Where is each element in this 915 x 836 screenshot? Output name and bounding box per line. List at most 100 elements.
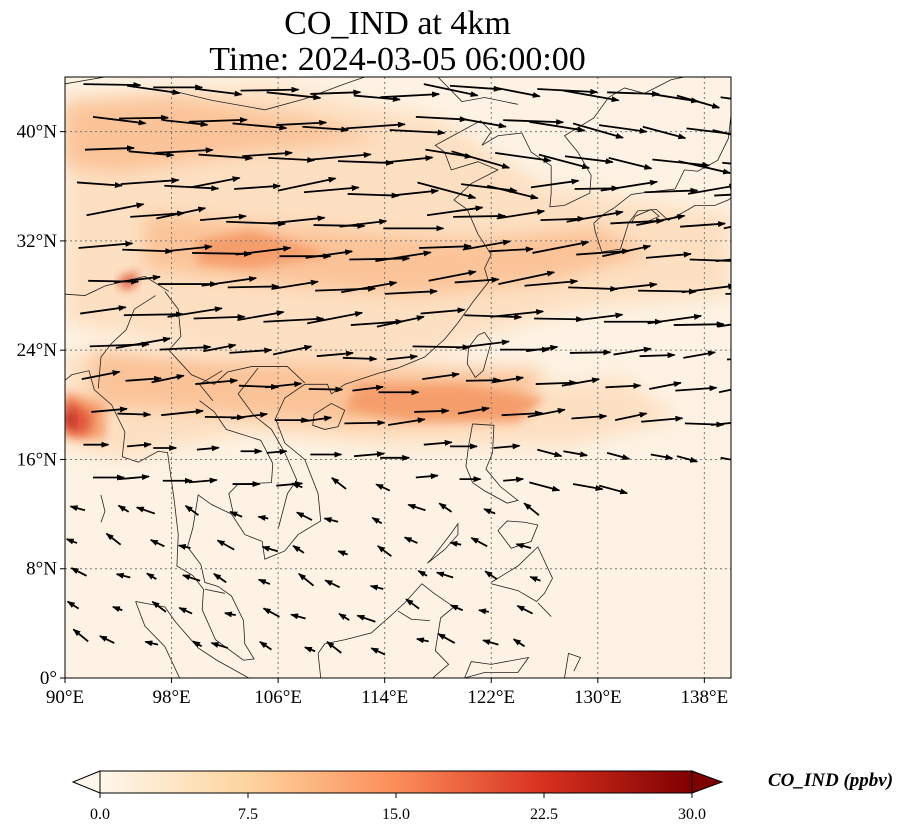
wind-arrow xyxy=(417,570,428,577)
wind-arrow xyxy=(300,415,333,423)
coastline-15 xyxy=(100,494,106,523)
wind-arrow xyxy=(126,441,152,448)
colorbar-tick-label: 0.0 xyxy=(90,806,110,823)
wind-arrow xyxy=(305,249,354,259)
map-frame xyxy=(64,76,732,679)
wind-arrow xyxy=(568,285,619,292)
wind-arrow xyxy=(501,410,544,417)
wind-arrow xyxy=(227,283,280,290)
wind-arrow xyxy=(375,483,391,492)
coastline-5 xyxy=(491,546,553,603)
wind-arrow xyxy=(178,607,193,615)
colorbar-label: CO_IND (ppbv) xyxy=(768,770,894,791)
wind-arrow xyxy=(540,215,586,222)
wind-arrow xyxy=(687,183,731,195)
wind-arrow xyxy=(415,637,429,644)
wind-arrow xyxy=(423,439,453,446)
wind-arrow xyxy=(417,181,477,200)
wind-arrow xyxy=(683,350,717,359)
wind-arrow xyxy=(342,355,378,362)
wind-arrow xyxy=(723,225,731,230)
wind-arrow xyxy=(607,90,661,97)
wind-arrow xyxy=(188,477,218,484)
wind-arrow xyxy=(483,508,496,515)
wind-arrow xyxy=(503,476,525,483)
wind-arrow xyxy=(114,274,161,284)
wind-arrow xyxy=(353,94,401,102)
wind-arrow xyxy=(352,384,385,392)
wind-arrow xyxy=(569,349,612,356)
wind-arrow xyxy=(269,215,326,225)
wind-arrow xyxy=(600,179,659,192)
wind-arrow xyxy=(88,278,140,285)
wind-arrow xyxy=(532,240,590,254)
wind-arrow xyxy=(537,448,563,458)
wind-arrow xyxy=(718,388,731,394)
wind-arrow xyxy=(338,612,350,621)
wind-arrow xyxy=(456,339,510,349)
coastline-10 xyxy=(464,656,530,678)
wind-arrow xyxy=(83,81,142,88)
wind-arrow xyxy=(356,614,376,623)
wind-arrow xyxy=(161,408,204,417)
wind-arrow xyxy=(72,628,89,643)
wind-arrow xyxy=(407,503,426,512)
wind-arrow xyxy=(99,635,115,644)
wind-arrow xyxy=(376,545,392,557)
wind-arrow xyxy=(678,160,731,175)
lat-tick-label: 16°N xyxy=(17,449,58,470)
wind-arrow xyxy=(673,321,725,328)
wind-arrow xyxy=(271,279,319,290)
wind-arrow xyxy=(538,153,591,170)
coastline-16 xyxy=(164,291,306,385)
wind-arrow xyxy=(686,127,731,135)
wind-arrow xyxy=(371,516,383,525)
wind-arrow xyxy=(676,455,699,463)
wind-arrow xyxy=(167,306,223,318)
wind-arrow xyxy=(681,283,731,294)
wind-arrow xyxy=(717,323,731,328)
wind-arrow xyxy=(376,315,425,328)
wind-arrow xyxy=(199,213,247,222)
colorbar-tick-label: 15.0 xyxy=(382,806,410,823)
wind-arrow xyxy=(92,115,147,126)
wind-arrow xyxy=(310,89,362,96)
colorbar-extend-max xyxy=(691,770,724,794)
wind-arrow xyxy=(347,192,400,199)
wind-arrow xyxy=(331,477,347,490)
wind-arrow xyxy=(216,539,235,551)
wind-arrow xyxy=(240,86,300,93)
wind-arrow xyxy=(311,151,372,161)
wind-arrow xyxy=(726,358,731,361)
wind-arrow xyxy=(81,370,121,381)
lon-tick-label: 122°E xyxy=(467,687,515,708)
wind-arrow xyxy=(353,451,385,458)
wind-arrow xyxy=(451,150,511,169)
wind-arrow xyxy=(210,642,229,649)
coastline-26 xyxy=(397,610,430,622)
wind-arrow xyxy=(349,255,411,262)
wind-arrow xyxy=(232,122,288,131)
wind-arrow xyxy=(257,514,269,521)
wind-arrow xyxy=(290,613,306,620)
wind-arrow xyxy=(261,545,279,553)
co-plume-2 xyxy=(65,97,385,173)
wind-arrow xyxy=(419,243,473,250)
wind-arrow xyxy=(495,152,552,163)
wind-arrow xyxy=(84,145,135,152)
wind-arrow xyxy=(201,276,258,287)
coastline-1 xyxy=(434,77,685,255)
wind-arrow xyxy=(195,378,239,385)
wind-arrow xyxy=(435,571,454,579)
map-subtitle-time: Time: 2024-03-05 06:00:00 xyxy=(209,41,586,78)
wind-arrow xyxy=(337,550,348,557)
wind-arrow xyxy=(563,450,589,458)
wind-arrow xyxy=(303,646,316,653)
wind-arrow xyxy=(470,537,488,548)
coastline-17 xyxy=(65,275,170,296)
wind-arrow xyxy=(380,91,441,99)
wind-arrow xyxy=(326,641,342,654)
wind-arrow xyxy=(266,448,288,455)
wind-arrow xyxy=(154,147,214,154)
